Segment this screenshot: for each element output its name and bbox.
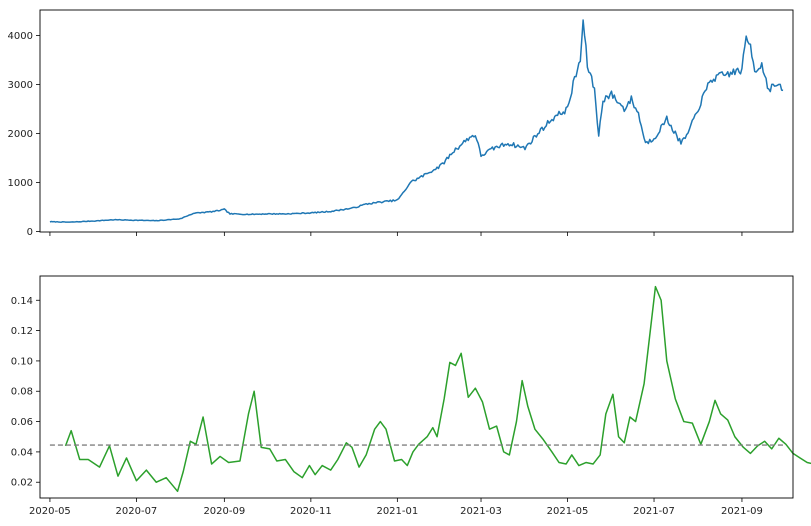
price-y-tick-label: 4000 [8,31,33,42]
volatility-x-tick-label: 2021-03 [460,506,502,517]
volatility-y-tick-label: 0.12 [11,326,33,337]
volatility-y-tick-label: 0.02 [11,478,33,489]
volatility-x-tick-label: 2021-09 [721,506,763,517]
price-axes-frame [39,9,794,233]
volatility-series-group [49,285,811,493]
volatility-y-tick-label: 0.10 [11,356,33,367]
volatility-x-tick-label: 2020-11 [290,506,332,517]
price-x-axis [49,232,743,236]
price-y-axis: 0 1000 2000 3000 4000 [8,31,40,238]
volatility-y-axis: 0.02 0.04 0.06 0.08 0.10 0.12 0.14 [11,296,40,489]
volatility-axes-frame [39,275,794,499]
volatility-y-tick-label: 0.06 [11,417,33,428]
price-price-line [49,19,784,223]
volatility-volatility-line [64,285,811,493]
price-y-tick-label: 2000 [8,129,33,140]
volatility-x-axis: 2020-05 2020-07 2020-09 2020-11 2021-01 2021-… [29,498,763,517]
volatility-y-tick-label: 0.08 [11,387,33,398]
volatility-chart: 0.020.040.060.080.100.120.14 2020-05 2020… [11,275,811,517]
volatility-x-tick-label: 2020-07 [116,506,158,517]
price-y-tick-label: 1000 [8,178,33,189]
price-y-tick-label: 3000 [8,80,33,91]
price-y-tick-label: 0 [27,227,33,238]
volatility-x-tick-label: 2021-01 [376,506,418,517]
volatility-x-tick-label: 2021-07 [633,506,675,517]
price-chart: 0 1000 2000 3000 4000 [8,9,794,238]
volatility-x-tick-label: 2020-09 [203,506,245,517]
price-series-group [49,19,784,223]
volatility-y-tick-label: 0.14 [11,296,33,307]
volatility-x-tick-label: 2021-05 [547,506,589,517]
volatility-y-tick-label: 0.04 [11,447,33,458]
volatility-x-tick-label: 2020-05 [29,506,71,517]
